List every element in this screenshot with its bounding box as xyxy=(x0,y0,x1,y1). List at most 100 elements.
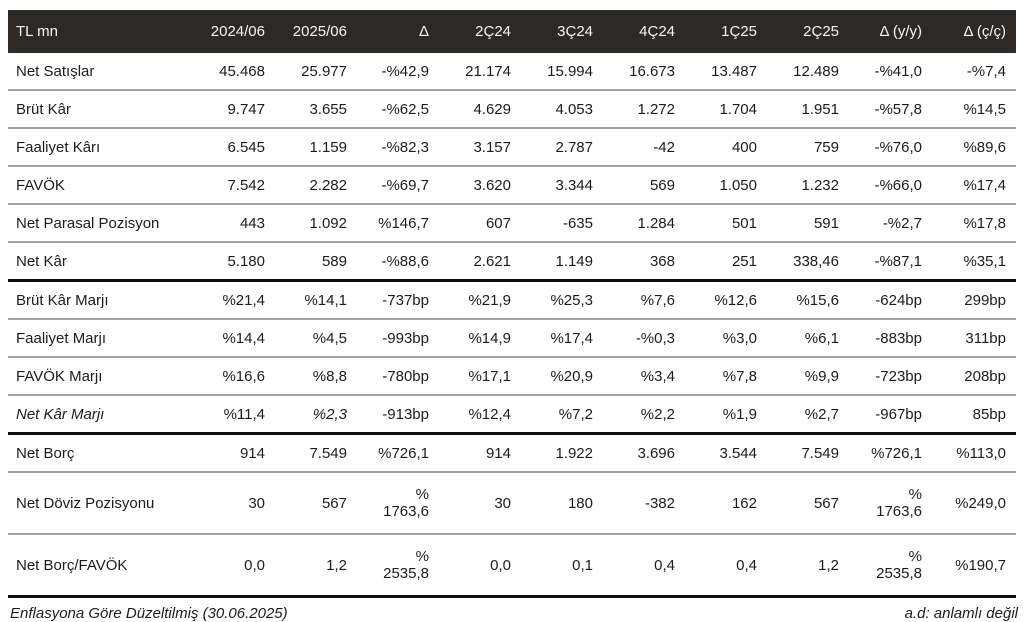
cell: %11,4 xyxy=(193,395,275,435)
cell: 7.549 xyxy=(275,433,357,473)
cell: 30 xyxy=(439,472,521,535)
cell: 45.468 xyxy=(193,53,275,91)
cell: %14,1 xyxy=(275,280,357,320)
cell: 607 xyxy=(439,204,521,243)
cell: 400 xyxy=(685,128,767,167)
cell: 914 xyxy=(439,433,521,473)
table-header: TL mn 2024/06 2025/06 Δ 2Ç24 3Ç24 4Ç24 1… xyxy=(8,10,1016,53)
cell: 13.487 xyxy=(685,53,767,91)
table-row-net-satislar: Net Satışlar 45.468 25.977 -%42,9 21.174… xyxy=(8,53,1016,91)
cell: %17,8 xyxy=(932,204,1016,243)
cell: 1.092 xyxy=(275,204,357,243)
cell: 0,4 xyxy=(685,534,767,598)
cell: 2.282 xyxy=(275,166,357,205)
cell: 1.704 xyxy=(685,90,767,129)
cell: 1,2 xyxy=(275,534,357,598)
cell: 3.344 xyxy=(521,166,603,205)
cell: 1.232 xyxy=(767,166,849,205)
row-label: Brüt Kâr xyxy=(8,90,193,129)
cell: -780bp xyxy=(357,357,439,396)
cell: 15.994 xyxy=(521,53,603,91)
cell: %8,8 xyxy=(275,357,357,396)
cell: -%69,7 xyxy=(357,166,439,205)
table-row-net-borc-favok: Net Borç/FAVÖK 0,0 1,2 % 2535,8 0,0 0,1 … xyxy=(8,534,1016,598)
cell: %2,2 xyxy=(603,395,685,435)
cell: %21,9 xyxy=(439,280,521,320)
cell: -%0,3 xyxy=(603,319,685,358)
column-header-2024-06: 2024/06 xyxy=(193,10,275,53)
cell: 25.977 xyxy=(275,53,357,91)
cell: %113,0 xyxy=(932,433,1016,473)
row-label: Net Borç/FAVÖK xyxy=(8,534,193,598)
row-label: Faaliyet Marjı xyxy=(8,319,193,358)
column-header-2025-06: 2025/06 xyxy=(275,10,357,53)
cell: %7,6 xyxy=(603,280,685,320)
cell: -635 xyxy=(521,204,603,243)
cell: %2,7 xyxy=(767,395,849,435)
cell: %6,1 xyxy=(767,319,849,358)
cell: 0,1 xyxy=(521,534,603,598)
cell: 16.673 xyxy=(603,53,685,91)
cell: %146,7 xyxy=(357,204,439,243)
cell: %16,6 xyxy=(193,357,275,396)
cell: % 2535,8 xyxy=(357,534,439,598)
cell: 0,0 xyxy=(439,534,521,598)
cell: 4.053 xyxy=(521,90,603,129)
cell: 5.180 xyxy=(193,242,275,282)
cell: %15,6 xyxy=(767,280,849,320)
cell: 12.489 xyxy=(767,53,849,91)
table-row-favok-marji: FAVÖK Marjı %16,6 %8,8 -780bp %17,1 %20,… xyxy=(8,357,1016,396)
cell: 914 xyxy=(193,433,275,473)
cell: %1,9 xyxy=(685,395,767,435)
cell: -%7,4 xyxy=(932,53,1016,91)
column-header-1q25: 1Ç25 xyxy=(685,10,767,53)
cell: 299bp xyxy=(932,280,1016,320)
cell: 338,46 xyxy=(767,242,849,282)
table-row-brut-kar-marji: Brüt Kâr Marjı %21,4 %14,1 -737bp %21,9 … xyxy=(8,280,1016,320)
row-label: Net Kâr Marjı xyxy=(8,395,193,435)
table-row-favok: FAVÖK 7.542 2.282 -%69,7 3.620 3.344 569… xyxy=(8,166,1016,205)
table-row-net-kar: Net Kâr 5.180 589 -%88,6 2.621 1.149 368… xyxy=(8,242,1016,282)
cell: 30 xyxy=(193,472,275,535)
table-row-faaliyet-kari: Faaliyet Kârı 6.545 1.159 -%82,3 3.157 2… xyxy=(8,128,1016,167)
column-header-delta-yoy: Δ (y/y) xyxy=(849,10,932,53)
cell: 2.621 xyxy=(439,242,521,282)
footnote-adjustment-note: Enflasyona Göre Düzeltilmiş (30.06.2025) xyxy=(10,605,288,622)
cell: %9,9 xyxy=(767,357,849,396)
footnote-abbreviation-note: a.d: anlamlı değil xyxy=(904,605,1018,622)
column-header-delta: Δ xyxy=(357,10,439,53)
row-label: Net Satışlar xyxy=(8,53,193,91)
cell: 567 xyxy=(275,472,357,535)
cell: -883bp xyxy=(849,319,932,358)
cell: %190,7 xyxy=(932,534,1016,598)
cell: 443 xyxy=(193,204,275,243)
cell: %20,9 xyxy=(521,357,603,396)
cell: 180 xyxy=(521,472,603,535)
cell: %17,4 xyxy=(932,166,1016,205)
cell: -967bp xyxy=(849,395,932,435)
row-label: Net Borç xyxy=(8,433,193,473)
cell: 1.284 xyxy=(603,204,685,243)
cell: -%2,7 xyxy=(849,204,932,243)
table-body: Net Satışlar 45.468 25.977 -%42,9 21.174… xyxy=(8,53,1016,598)
cell: -%41,0 xyxy=(849,53,932,91)
cell: 1.951 xyxy=(767,90,849,129)
cell: %3,4 xyxy=(603,357,685,396)
cell: 251 xyxy=(685,242,767,282)
cell: 3.620 xyxy=(439,166,521,205)
cell: 7.542 xyxy=(193,166,275,205)
cell: %726,1 xyxy=(357,433,439,473)
cell: -%57,8 xyxy=(849,90,932,129)
row-label: FAVÖK xyxy=(8,166,193,205)
cell: -%62,5 xyxy=(357,90,439,129)
column-header-2q24: 2Ç24 xyxy=(439,10,521,53)
cell: %7,8 xyxy=(685,357,767,396)
cell: %14,5 xyxy=(932,90,1016,129)
row-label: FAVÖK Marjı xyxy=(8,357,193,396)
cell: -%82,3 xyxy=(357,128,439,167)
cell: 311bp xyxy=(932,319,1016,358)
cell: 368 xyxy=(603,242,685,282)
cell: %4,5 xyxy=(275,319,357,358)
table-row-net-parasal-pozisyon: Net Parasal Pozisyon 443 1.092 %146,7 60… xyxy=(8,204,1016,243)
